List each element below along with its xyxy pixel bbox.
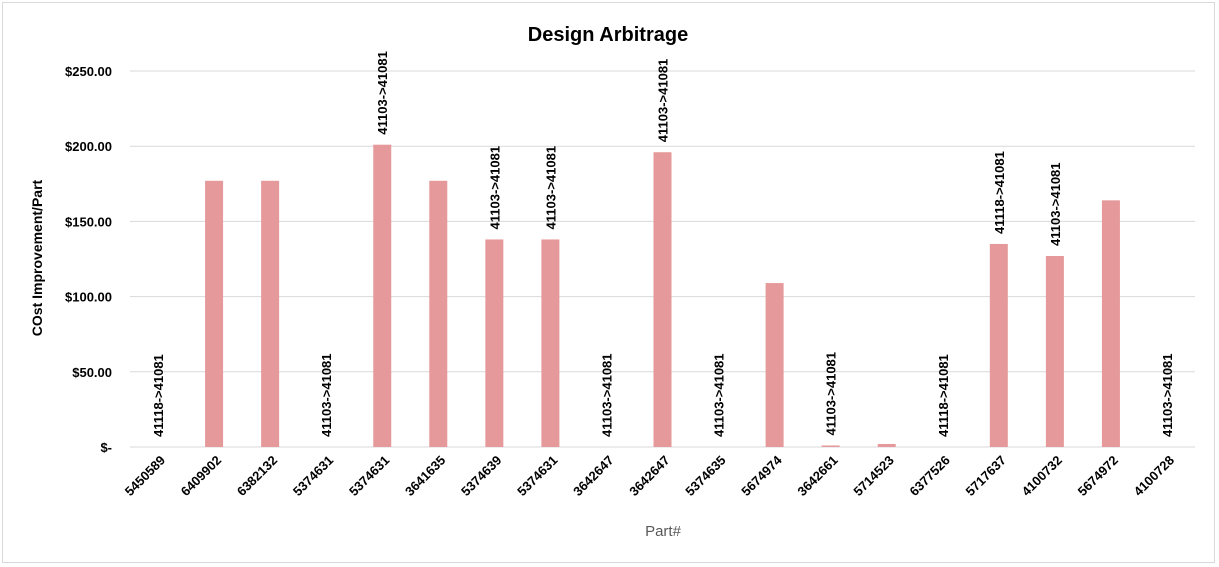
y-tick-label: $150.00	[65, 214, 112, 229]
bar	[989, 243, 1008, 447]
bar	[653, 152, 672, 447]
x-tick-label: 5674972	[1075, 453, 1121, 499]
data-label: 41103->41081	[656, 59, 671, 143]
x-axis-label: Part#	[645, 523, 682, 540]
chart-title: Design Arbitrage	[528, 24, 688, 46]
x-tick-label: 5374639	[458, 453, 504, 499]
data-label: 41103->41081	[543, 146, 558, 230]
bar	[877, 443, 896, 447]
x-tick-label: 5374631	[346, 453, 392, 499]
x-tick-label: 6409902	[178, 453, 224, 499]
y-axis-label: COst Improvement/Part	[29, 179, 45, 336]
bar	[261, 180, 280, 448]
x-tick-label: 5717637	[963, 453, 1009, 499]
x-tick-label: 5714523	[850, 453, 896, 499]
bar	[1045, 255, 1064, 447]
y-axis-ticks: $- $50.00 $100.00 $150.00 $200.00 $250.00	[65, 64, 112, 455]
x-tick-label: 5450589	[122, 453, 168, 499]
bar	[821, 445, 840, 447]
data-label: 41103->41081	[487, 146, 502, 230]
y-tick-label: $200.00	[65, 139, 112, 154]
bar	[373, 144, 392, 448]
data-label: 41103->41081	[712, 353, 727, 437]
data-label: 41103->41081	[1160, 353, 1175, 437]
x-tick-label: 3641635	[402, 453, 448, 499]
data-label: 41103->41081	[599, 353, 614, 437]
y-tick-label: $100.00	[65, 290, 112, 305]
data-label: 41103->41081	[824, 352, 839, 436]
bar	[541, 239, 560, 447]
data-label: 41118->41081	[936, 354, 951, 437]
x-tick-label: 5374635	[682, 453, 728, 499]
x-tick-label: 3642661	[794, 453, 840, 499]
x-tick-label: 5674974	[738, 452, 785, 499]
bar	[205, 180, 224, 448]
x-tick-label: 3642647	[570, 453, 616, 499]
x-tick-label: 6382132	[234, 453, 280, 499]
data-label: 41118->41081	[151, 354, 166, 437]
data-label: 41103->41081	[319, 353, 334, 437]
bar	[429, 180, 448, 448]
x-tick-label: 4100732	[1019, 453, 1065, 499]
data-label: 41103->41081	[1048, 162, 1063, 246]
x-tick-label: 5374631	[514, 453, 560, 499]
x-tick-label: 3642647	[626, 453, 672, 499]
bar	[765, 283, 784, 447]
data-label: 41118->41081	[992, 151, 1007, 234]
x-tick-label: 5374631	[290, 453, 336, 499]
y-tick-label: $250.00	[65, 64, 112, 79]
x-tick-label: 4100728	[1131, 453, 1177, 499]
y-tick-label: $-	[100, 440, 112, 455]
data-labels: 41118->41081 41103->41081 41103->41081 4110…	[151, 51, 1175, 437]
bar	[1101, 200, 1120, 447]
bar	[485, 239, 504, 447]
x-tick-label: 6377526	[906, 453, 952, 499]
y-tick-label: $50.00	[72, 365, 112, 380]
data-label: 41103->41081	[375, 51, 390, 135]
x-axis-ticks: 5450589 6409902 6382132 5374631 5374631 36416…	[122, 452, 1177, 499]
bars	[205, 144, 1120, 448]
gridlines	[130, 70, 1195, 448]
